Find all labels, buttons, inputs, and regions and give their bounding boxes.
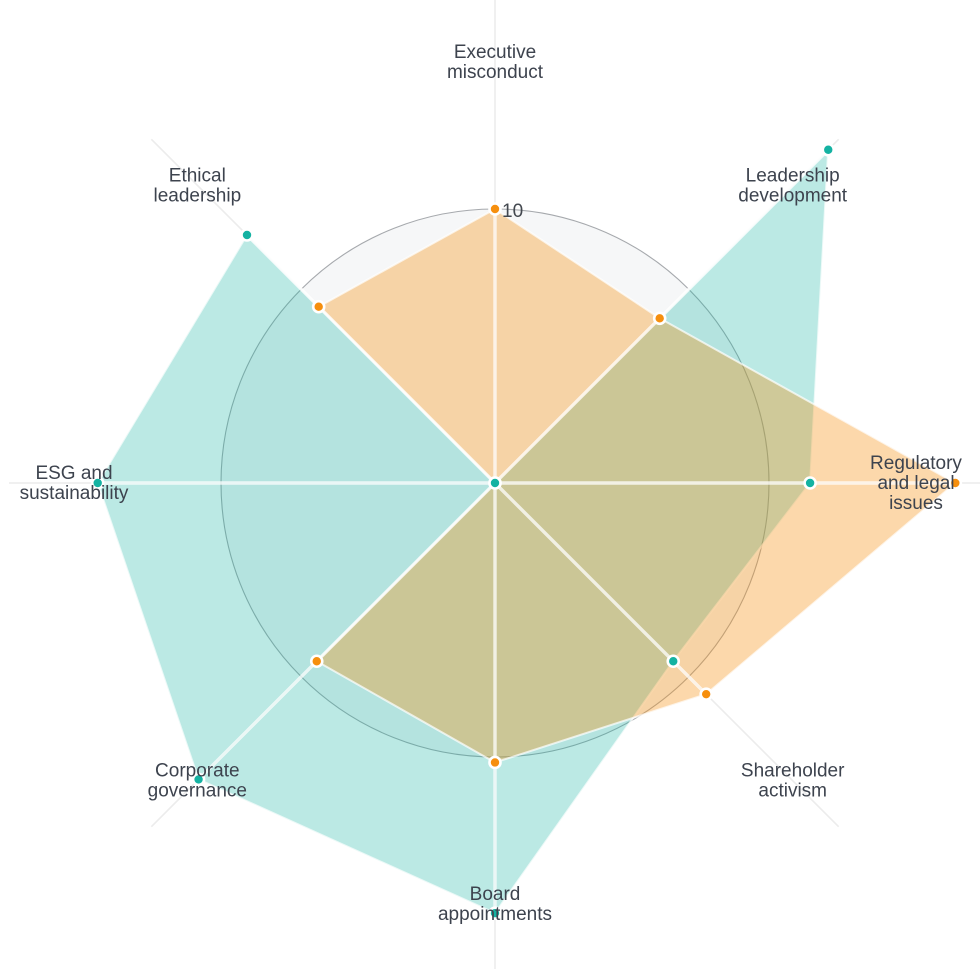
axis-spoke (196, 481, 497, 782)
axis-label-executive-misconduct: Executive misconduct (447, 42, 544, 83)
axis-label-board-appointments: Board appointments (438, 884, 552, 925)
orange-series-data-point[interactable] (311, 299, 326, 314)
teal-series-data-point[interactable] (191, 772, 206, 787)
axis-label-regulatory-and-legal-issues: Regulatory and legal issues (870, 453, 962, 514)
axis-label-ethical-leadership: Ethical leadership (153, 165, 241, 206)
orange-series-data-point[interactable] (488, 202, 502, 216)
teal-series-data-point[interactable] (666, 654, 681, 669)
orange-series-data-point[interactable] (488, 755, 502, 770)
teal-series-data-point[interactable] (90, 476, 105, 490)
axis-label-leadership-development: Leadership development (738, 165, 848, 206)
orange-series-data-point[interactable] (948, 476, 963, 490)
axis-label-corporate-governance: Corporate governance (148, 761, 247, 802)
teal-series-data-point[interactable] (240, 228, 254, 242)
axis-label-shareholder-activism: Shareholder activism (741, 761, 845, 802)
orange-series-data-point[interactable] (699, 687, 713, 701)
axis-spoke (245, 233, 497, 485)
teal-series-data-point[interactable] (488, 906, 502, 920)
teal-series-data-point[interactable] (803, 476, 817, 490)
teal-series-data-point[interactable] (488, 476, 502, 490)
orange-series-data-point[interactable] (309, 654, 324, 669)
axis-label-esg-and-sustainability: ESG and sustainability (20, 463, 129, 504)
teal-series-data-point[interactable] (821, 142, 836, 157)
radial-tick-label: 10 (502, 201, 523, 222)
orange-series-data-point[interactable] (652, 311, 667, 326)
